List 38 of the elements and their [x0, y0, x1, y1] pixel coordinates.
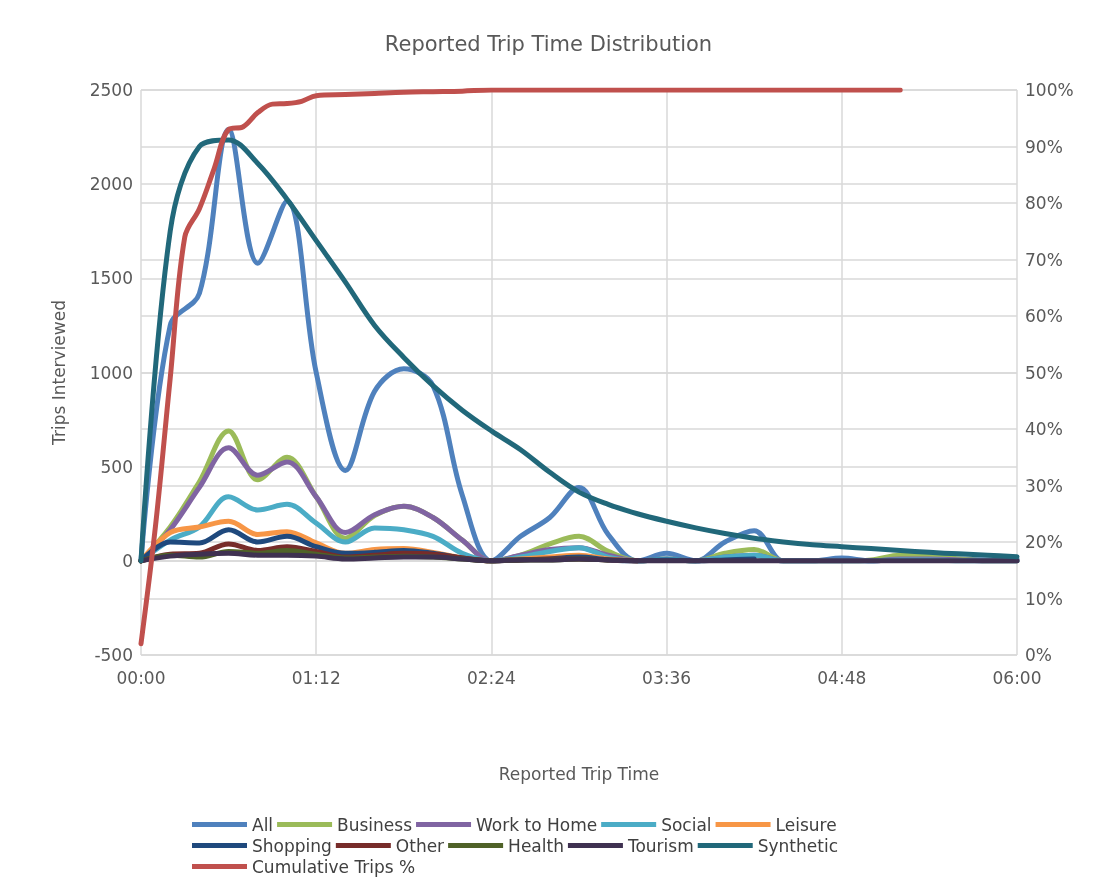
y-tick-label: 2500	[89, 80, 133, 100]
x-tick-label: 00:00	[116, 667, 166, 688]
legend-label: Social	[661, 814, 712, 835]
y-tick-label: 0	[122, 550, 133, 571]
legend-label: Business	[337, 814, 413, 835]
x-tick-label: 06:00	[992, 667, 1042, 688]
y2-tick-label: 100%	[1025, 80, 1074, 100]
legend-label: Health	[508, 835, 564, 856]
legend-label: Tourism	[626, 835, 694, 856]
y2-tick-label: 40%	[1025, 419, 1063, 439]
y2-tick-label: 10%	[1025, 588, 1063, 609]
y2-tick-label: 60%	[1025, 306, 1063, 326]
x-tick-label: 04:48	[817, 667, 867, 688]
y2-tick-label: 0%	[1025, 645, 1052, 665]
y2-tick-label: 90%	[1025, 136, 1063, 157]
y-axis-title: Trips Interviewed	[48, 300, 69, 446]
y-tick-label: 1500	[89, 268, 133, 289]
legend-label: Cumulative Trips %	[252, 856, 416, 877]
x-axis-title: Reported Trip Time	[498, 763, 660, 784]
y-tick-label: 1000	[89, 362, 133, 383]
y-tick-label: -500	[94, 645, 133, 665]
legend-label: Synthetic	[757, 835, 838, 856]
y2-tick-label: 50%	[1025, 362, 1063, 383]
y-tick-label: 500	[100, 456, 133, 477]
y2-tick-label: 80%	[1025, 193, 1063, 213]
x-tick-label: 02:24	[466, 667, 516, 688]
legend-label: All	[252, 814, 274, 835]
legend-label: Leisure	[775, 814, 837, 835]
y2-tick-label: 20%	[1025, 532, 1063, 552]
y-tick-label: 2000	[89, 174, 133, 195]
legend-label: Shopping	[252, 835, 332, 856]
x-tick-label: 03:36	[642, 667, 692, 688]
legend-label: Other	[395, 835, 445, 856]
y2-tick-label: 70%	[1025, 249, 1063, 270]
legend-label: Work to Home	[476, 814, 598, 835]
y2-tick-label: 30%	[1025, 475, 1063, 496]
chart-title: Reported Trip Time Distribution	[384, 31, 713, 56]
x-tick-label: 01:12	[291, 667, 341, 688]
